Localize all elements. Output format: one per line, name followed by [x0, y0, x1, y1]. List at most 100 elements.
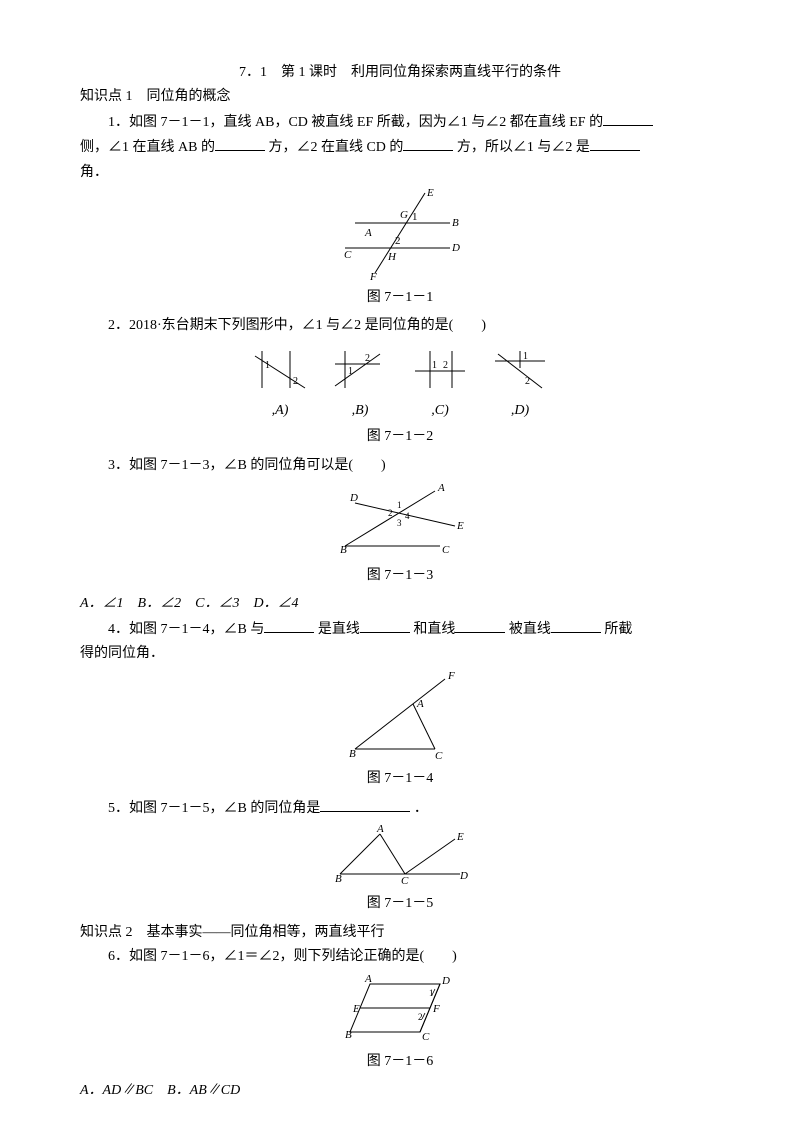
label-E: E — [426, 188, 434, 199]
q3-options: A．∠1 B．∠2 C．∠3 D．∠4 — [80, 593, 720, 615]
label-G: G — [400, 209, 408, 221]
label-D: D — [451, 242, 460, 254]
blank — [403, 136, 453, 151]
q1-part-b: 侧，∠1 在直线 AB 的 — [80, 140, 215, 155]
option-a: 1 2 ,A) — [250, 342, 310, 422]
svg-text:E: E — [352, 1003, 360, 1015]
q4a: 4．如图 7－1－4，∠B 与 — [108, 622, 264, 637]
q6-opts-text: A．AD∥BC B．AB∥CD — [80, 1083, 240, 1098]
fig6-caption: 图 7－1－6 — [80, 1051, 720, 1073]
opt-b-label: ,B) — [352, 403, 369, 418]
title: 7．1 第 1 课时 利用同位角探索两直线平行的条件 — [80, 62, 720, 84]
svg-text:4: 4 — [405, 511, 410, 521]
svg-text:C: C — [442, 544, 450, 556]
question-1-line3: 角． — [80, 162, 720, 184]
svg-text:A: A — [437, 482, 445, 494]
figure-7-1-2-row: 1 2 ,A) 1 2 ,B) 1 — [80, 342, 720, 422]
fig1-caption: 图 7－1－1 — [80, 287, 720, 309]
question-4: 4．如图 7－1－4，∠B 与 是直线 和直线 被直线 所截 — [80, 618, 720, 641]
svg-text:F: F — [447, 670, 455, 682]
svg-text:1: 1 — [397, 500, 402, 510]
q4b: 是直线 — [318, 622, 360, 637]
label-F: F — [369, 271, 377, 283]
q1-part-c: 方，∠2 在直线 CD 的 — [268, 140, 403, 155]
label-A: A — [364, 227, 372, 239]
kp1-text: 知识点 1 同位角的概念 — [80, 89, 231, 104]
fig5-caption: 图 7－1－5 — [80, 893, 720, 915]
figure-7-1-3: A D B C E 1 2 4 3 — [325, 481, 475, 561]
svg-text:B: B — [345, 1029, 352, 1041]
q5b: ． — [414, 801, 428, 816]
svg-text:E: E — [456, 831, 464, 843]
option-d: 1 2 ,D) — [490, 342, 550, 422]
opt-a-label: ,A) — [272, 403, 289, 418]
knowledge-point-1: 知识点 1 同位角的概念 — [80, 86, 720, 108]
svg-text:1: 1 — [348, 366, 353, 377]
figure-7-1-5: A E B C D — [325, 824, 475, 889]
question-4-line2: 得的同位角． — [80, 643, 720, 665]
label-C: C — [344, 249, 352, 261]
svg-text:2: 2 — [418, 1012, 423, 1022]
blank — [455, 618, 505, 633]
q1-part-d: 方，所以∠1 与∠2 是 — [457, 140, 590, 155]
svg-text:2: 2 — [525, 376, 530, 387]
figure-7-1-1: E G 1 B A 2 C H D F — [330, 188, 470, 283]
svg-text:3: 3 — [397, 518, 402, 528]
blank — [360, 618, 410, 633]
question-1: 1．如图 7－1－1，直线 AB，CD 被直线 EF 所截，因为∠1 与∠2 都… — [80, 111, 720, 134]
fig2-caption: 图 7－1－2 — [80, 426, 720, 448]
blank — [551, 618, 601, 633]
svg-text:B: B — [349, 748, 356, 760]
svg-text:E: E — [456, 520, 464, 532]
question-1-line2: 侧，∠1 在直线 AB 的 方，∠2 在直线 CD 的 方，所以∠1 与∠2 是 — [80, 136, 720, 159]
label-B: B — [452, 217, 459, 229]
figure-7-1-4: F A B C — [335, 669, 465, 764]
q6-options: A．AD∥BC B．AB∥CD — [80, 1080, 720, 1102]
fig4-caption: 图 7－1－4 — [80, 768, 720, 790]
svg-text:1: 1 — [432, 360, 437, 371]
svg-text:2: 2 — [365, 353, 370, 364]
svg-text:2: 2 — [388, 508, 393, 518]
svg-text:B: B — [340, 544, 347, 556]
svg-text:C: C — [422, 1031, 430, 1043]
question-5: 5．如图 7－1－5，∠B 的同位角是 ． — [80, 797, 720, 820]
q1-part-e: 角． — [80, 165, 108, 180]
question-3: 3．如图 7－1－3，∠B 的同位角可以是( ) — [80, 455, 720, 477]
question-6: 6．如图 7－1－6，∠1＝∠2，则下列结论正确的是( ) — [80, 946, 720, 968]
svg-text:A: A — [416, 698, 424, 710]
opt-d-label: ,D) — [511, 403, 529, 418]
label-2: 2 — [395, 235, 401, 247]
svg-text:1: 1 — [265, 360, 270, 371]
blank — [603, 111, 653, 126]
svg-text:A: A — [364, 973, 372, 985]
svg-text:B: B — [335, 873, 342, 885]
figure-7-1-6: A D E F B C 1 2 — [335, 972, 465, 1047]
svg-text:1: 1 — [523, 351, 528, 362]
label-1: 1 — [412, 211, 418, 223]
svg-text:D: D — [459, 870, 468, 882]
blank — [215, 136, 265, 151]
q5a: 5．如图 7－1－5，∠B 的同位角是 — [108, 801, 320, 816]
svg-text:C: C — [401, 875, 409, 887]
q4d: 被直线 — [509, 622, 551, 637]
blank — [264, 618, 314, 633]
opt-c-label: ,C) — [431, 403, 449, 418]
svg-text:2: 2 — [443, 360, 448, 371]
q3-opts-text: A．∠1 B．∠2 C．∠3 D．∠4 — [80, 596, 299, 611]
question-2: 2．2018·东台期末下列图形中，∠1 与∠2 是同位角的是( ) — [80, 315, 720, 337]
svg-text:F: F — [432, 1003, 440, 1015]
svg-text:A: A — [376, 824, 384, 835]
svg-text:C: C — [435, 750, 443, 762]
svg-text:D: D — [349, 492, 358, 504]
label-H: H — [387, 251, 397, 263]
blank — [320, 797, 410, 812]
svg-text:2: 2 — [293, 376, 298, 387]
blank — [590, 136, 640, 151]
svg-text:D: D — [441, 975, 450, 987]
fig3-caption: 图 7－1－3 — [80, 565, 720, 587]
knowledge-point-2: 知识点 2 基本事实——同位角相等，两直线平行 — [80, 922, 720, 944]
option-b: 1 2 ,B) — [330, 342, 390, 422]
q4e: 所截 — [604, 622, 632, 637]
q4c: 和直线 — [413, 622, 455, 637]
option-c: 1 2 ,C) — [410, 342, 470, 422]
